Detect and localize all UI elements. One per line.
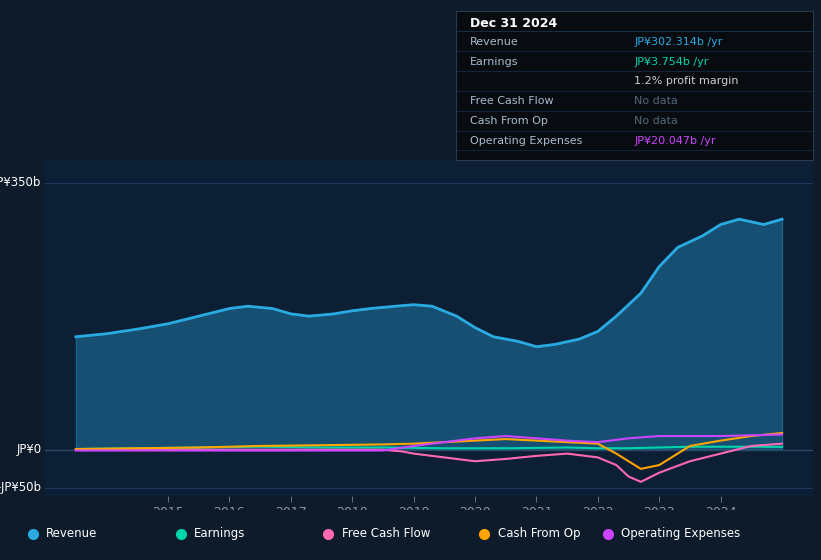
- Text: Cash From Op: Cash From Op: [470, 116, 548, 126]
- Text: Free Cash Flow: Free Cash Flow: [470, 96, 553, 106]
- Text: JP¥3.754b /yr: JP¥3.754b /yr: [635, 57, 709, 67]
- Text: Dec 31 2024: Dec 31 2024: [470, 17, 557, 30]
- Text: Cash From Op: Cash From Op: [498, 528, 580, 540]
- Text: JP¥302.314b /yr: JP¥302.314b /yr: [635, 37, 722, 47]
- Text: No data: No data: [635, 96, 678, 106]
- Text: Operating Expenses: Operating Expenses: [621, 528, 740, 540]
- Text: Revenue: Revenue: [46, 528, 98, 540]
- Text: JP¥0: JP¥0: [16, 444, 41, 456]
- Text: 1.2% profit margin: 1.2% profit margin: [635, 77, 739, 86]
- Text: Revenue: Revenue: [470, 37, 519, 47]
- Text: Earnings: Earnings: [194, 528, 245, 540]
- Text: Earnings: Earnings: [470, 57, 518, 67]
- Text: Free Cash Flow: Free Cash Flow: [342, 528, 430, 540]
- Text: -JP¥50b: -JP¥50b: [0, 482, 41, 494]
- Text: Operating Expenses: Operating Expenses: [470, 136, 582, 146]
- Text: JP¥20.047b /yr: JP¥20.047b /yr: [635, 136, 716, 146]
- Text: No data: No data: [635, 116, 678, 126]
- Text: JP¥350b: JP¥350b: [0, 176, 41, 189]
